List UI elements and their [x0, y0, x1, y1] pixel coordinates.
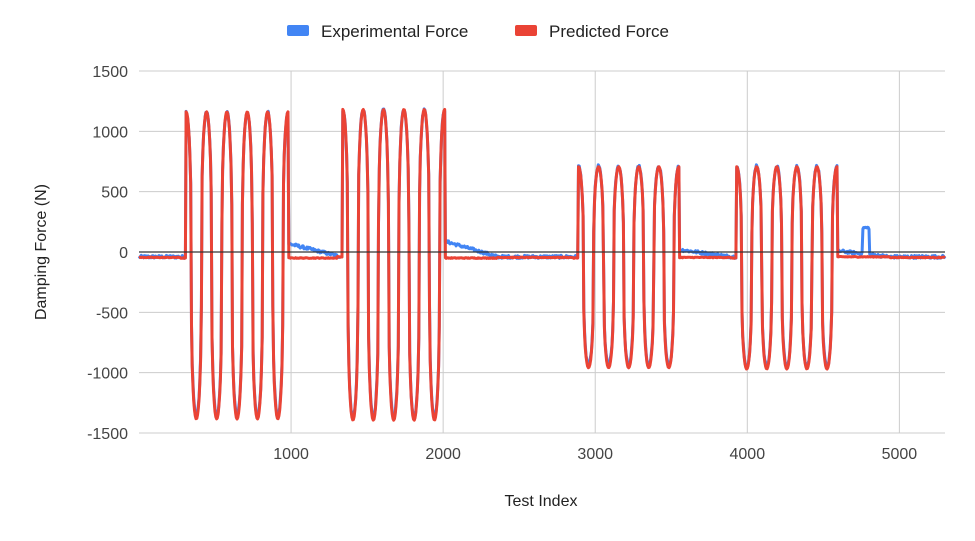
legend-label-predicted: Predicted Force — [549, 22, 669, 41]
x-tick-label: 2000 — [425, 446, 461, 463]
x-axis-title: Test Index — [505, 493, 578, 510]
x-tick-label: 1000 — [273, 446, 309, 463]
legend: Experimental Force Predicted Force — [287, 22, 669, 41]
y-axis-ticks: 1500 1000 500 0 -500 -1000 -1500 — [87, 64, 128, 443]
x-tick-label: 3000 — [577, 446, 613, 463]
series-layer — [137, 107, 947, 422]
y-tick-label: -1500 — [87, 426, 128, 443]
x-tick-label: 5000 — [882, 446, 918, 463]
x-axis-ticks: 1000 2000 3000 4000 5000 — [273, 446, 917, 463]
y-tick-label: -1000 — [87, 366, 128, 383]
y-axis-title: Damping Force (N) — [33, 184, 50, 320]
y-tick-label: -500 — [96, 305, 128, 322]
y-tick-label: 0 — [119, 245, 128, 262]
x-tick-label: 4000 — [730, 446, 766, 463]
legend-swatch-experimental — [287, 25, 309, 36]
series-line-predicted-force — [138, 107, 946, 422]
y-tick-label: 1000 — [92, 124, 128, 141]
legend-item-experimental[interactable]: Experimental Force — [287, 22, 468, 41]
legend-item-predicted[interactable]: Predicted Force — [515, 22, 669, 41]
legend-label-experimental: Experimental Force — [321, 22, 468, 41]
legend-swatch-predicted — [515, 25, 537, 36]
y-tick-label: 500 — [101, 185, 128, 202]
y-tick-label: 1500 — [92, 64, 128, 81]
